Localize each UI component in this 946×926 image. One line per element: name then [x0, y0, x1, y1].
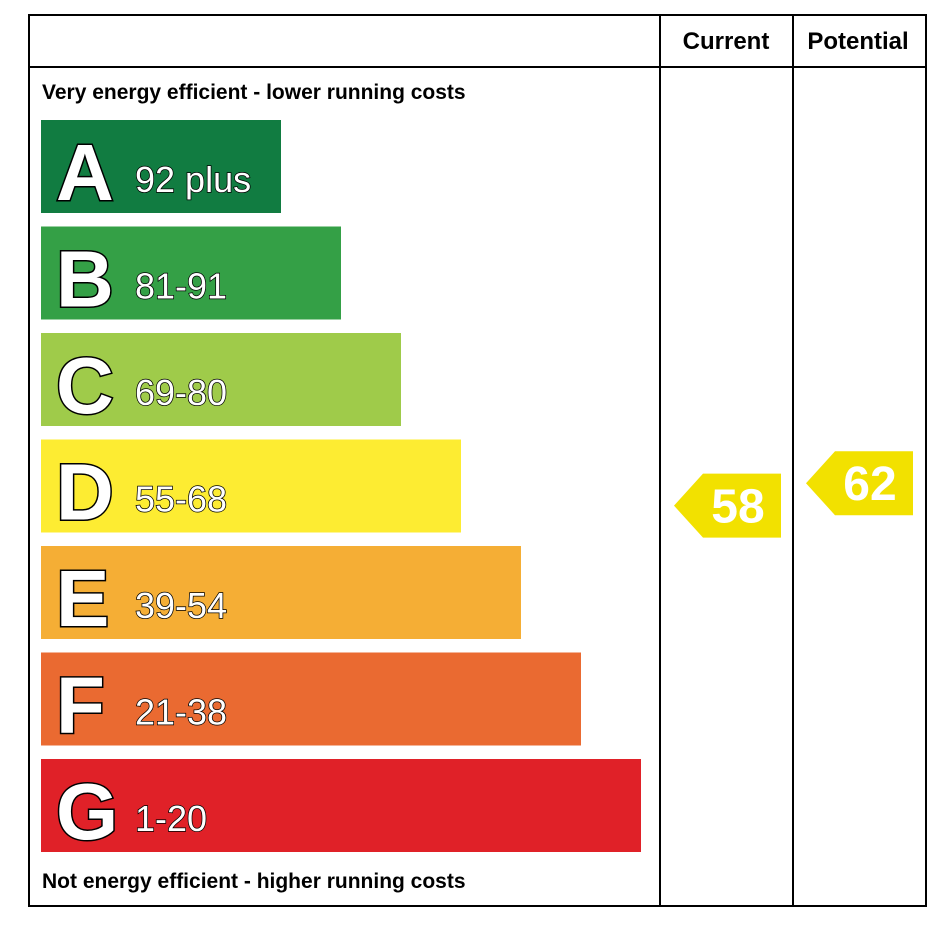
band-bar [41, 652, 581, 746]
current-arrow-shape [674, 473, 781, 538]
band-range: 81-91 [135, 266, 227, 307]
band-letter: G [56, 767, 118, 856]
band-bar [41, 333, 401, 426]
band-g: G 1-20 [41, 759, 641, 858]
header-potential: Potential [807, 28, 908, 55]
potential-rating-arrow: 62 [806, 451, 913, 516]
band-letter: E [56, 554, 109, 643]
band-d: D 55-68 [41, 439, 461, 538]
band-letter: B [56, 235, 114, 324]
band-bar [41, 439, 461, 533]
top-label: Very energy efficient - lower running co… [42, 81, 466, 104]
band-e: E 39-54 [41, 546, 521, 645]
band-range: 1-20 [135, 798, 207, 839]
band-letter: D [56, 448, 114, 537]
band-b: B 81-91 [41, 226, 341, 325]
header-current: Current [683, 28, 770, 55]
band-range: 69-80 [135, 372, 227, 413]
potential-rating-value: 62 [843, 458, 896, 511]
band-bar [41, 226, 341, 320]
band-f: F 21-38 [41, 652, 581, 751]
current-rating-value: 58 [711, 481, 764, 534]
band-letter: F [56, 661, 105, 750]
band-range: 92 plus [135, 159, 251, 200]
band-bar [41, 546, 521, 639]
band-a: A 92 plus [41, 120, 281, 219]
band-range: 21-38 [135, 692, 227, 733]
band-letter: C [56, 341, 114, 430]
bottom-label: Not energy efficient - higher running co… [42, 870, 466, 893]
band-bar [41, 120, 281, 213]
band-range: 55-68 [135, 479, 227, 520]
potential-arrow-shape [806, 451, 913, 516]
band-c: C 69-80 [41, 333, 401, 432]
current-rating-arrow: 58 [674, 473, 781, 538]
band-letter: A [56, 128, 114, 217]
band-bar [41, 759, 641, 852]
band-range: 39-54 [135, 585, 227, 626]
